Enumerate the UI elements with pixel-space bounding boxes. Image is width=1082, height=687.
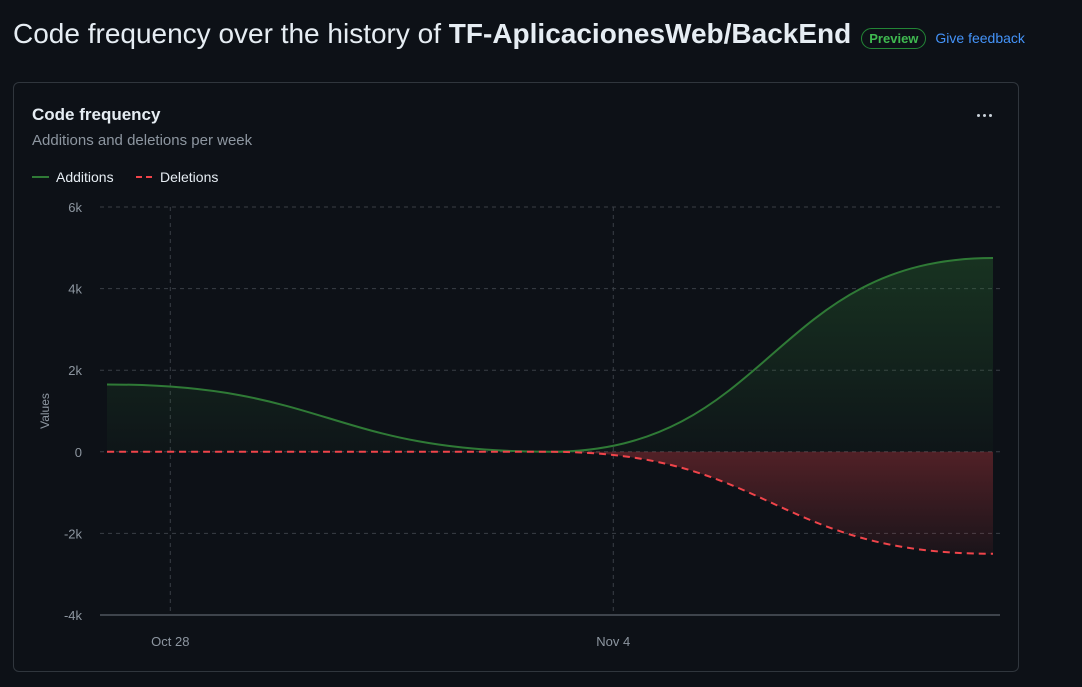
additions-area — [107, 258, 993, 452]
y-tick-label: 2k — [68, 363, 82, 378]
chart-legend: Additions Deletions — [32, 169, 218, 185]
legend-label-additions: Additions — [56, 169, 114, 185]
y-axis-label: Values — [38, 393, 52, 429]
y-tick-label: 4k — [68, 282, 82, 297]
y-tick-label: 6k — [68, 200, 82, 215]
y-axis: 6k 4k 2k 0 -2k -4k Values — [38, 200, 82, 623]
x-tick-label: Nov 4 — [596, 634, 630, 649]
chart-areas — [107, 258, 993, 554]
legend-label-deletions: Deletions — [160, 169, 218, 185]
y-tick-label: 0 — [75, 445, 82, 460]
x-tick-label: Oct 28 — [151, 634, 189, 649]
y-tick-label: -4k — [64, 608, 83, 623]
y-tick-label: -2k — [64, 526, 83, 541]
x-axis: Oct 28 Nov 4 — [151, 634, 630, 649]
